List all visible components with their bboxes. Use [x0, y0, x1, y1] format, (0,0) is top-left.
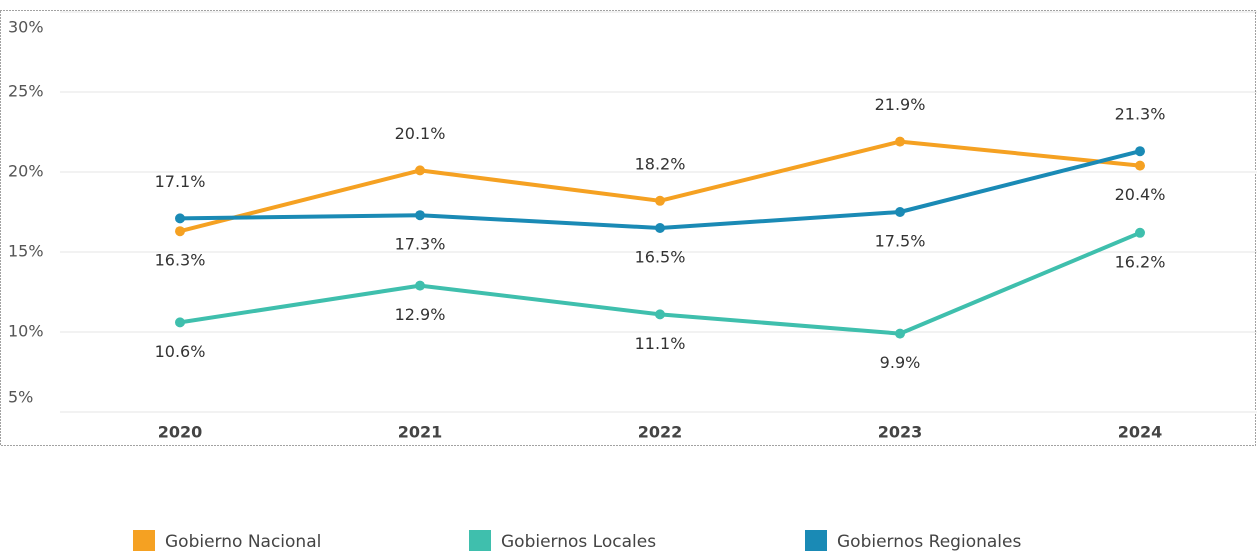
data-label: 21.3% [1115, 105, 1166, 124]
data-label: 20.4% [1115, 185, 1166, 204]
data-label: 10.6% [155, 342, 206, 361]
legend-label: Gobiernos Locales [501, 532, 656, 551]
data-label: 16.3% [155, 251, 206, 270]
y-tick-label: 25% [8, 82, 44, 101]
y-tick-label: 30% [8, 18, 44, 37]
data-point [175, 317, 185, 328]
data-label: 16.2% [1115, 252, 1166, 271]
data-label: 16.5% [635, 248, 686, 267]
data-label: 9.9% [880, 353, 921, 372]
data-point [895, 207, 905, 217]
y-tick-label: 10% [8, 322, 44, 341]
data-point [895, 328, 905, 339]
data-point [415, 280, 425, 291]
x-tick-label: 2024 [1118, 423, 1163, 442]
data-label: 17.3% [395, 235, 446, 254]
legend-swatch [805, 530, 827, 551]
data-label: 21.9% [875, 95, 926, 114]
data-point [655, 309, 665, 320]
y-tick-label: 5% [8, 388, 33, 407]
data-label: 20.1% [395, 124, 446, 143]
data-label: 17.5% [875, 232, 926, 251]
x-tick-label: 2022 [638, 423, 683, 442]
visual-frame [0, 10, 1256, 446]
data-point [655, 223, 665, 233]
data-point [1135, 227, 1145, 238]
data-point [415, 165, 425, 176]
legend-label: Gobiernos Regionales [837, 532, 1021, 551]
legend-swatch [469, 530, 491, 551]
x-tick-label: 2023 [878, 423, 923, 442]
data-point [175, 226, 185, 237]
x-tick-label: 2020 [158, 423, 203, 442]
data-point [1135, 160, 1145, 171]
data-point [175, 213, 185, 224]
y-tick-label: 20% [8, 162, 44, 181]
data-point [415, 210, 425, 221]
legend-label: Gobierno Nacional [165, 532, 321, 551]
y-tick-label: 15% [8, 242, 44, 261]
data-label: 17.1% [155, 172, 206, 191]
data-point [1135, 146, 1145, 157]
legend-swatch [133, 530, 155, 551]
data-point [655, 195, 665, 206]
data-label: 18.2% [635, 154, 686, 173]
data-label: 12.9% [395, 305, 446, 324]
data-point [895, 136, 905, 147]
data-label: 11.1% [635, 334, 686, 353]
x-tick-label: 2021 [398, 423, 443, 442]
